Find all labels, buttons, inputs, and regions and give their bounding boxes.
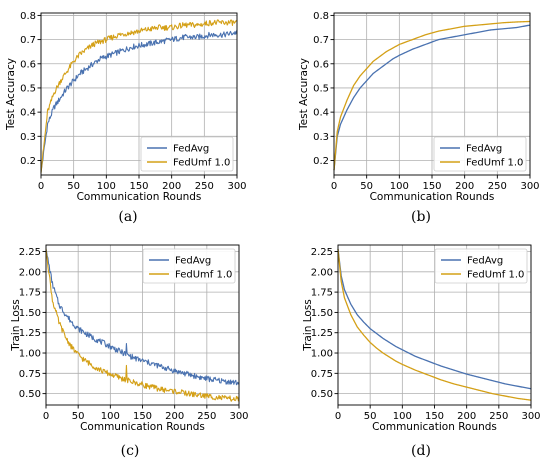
x-tick-label: 150 — [425, 411, 444, 422]
y-axis-label: Train Loss — [302, 299, 314, 352]
y-tick-label: 0.3 — [20, 132, 36, 143]
y-tick-label: 0.7 — [20, 35, 36, 46]
legend-label: FedUmf 1.0 — [467, 270, 524, 281]
x-tick-label: 50 — [72, 411, 85, 422]
y-tick-label: 0.6 — [20, 59, 36, 70]
plot-frame — [333, 12, 531, 176]
x-tick-label: 250 — [488, 181, 507, 192]
y-tick-label: 1.75 — [19, 288, 41, 299]
y-tick-label: 0.4 — [313, 108, 329, 119]
y-tick-label: 0.50 — [311, 389, 333, 400]
x-tick-label: 100 — [101, 411, 120, 422]
chart-panel-1: 0 50 100 150 200 250 300 0.2 0.3 0.4 0.5 0.6 0.7 0.8 C… — [298, 11, 540, 225]
plot-frame — [337, 244, 532, 406]
series-line-fedavg — [337, 248, 532, 390]
y-tick-label: 1.25 — [311, 328, 333, 339]
y-tick-label: 0.75 — [311, 369, 333, 380]
x-tick-label: 300 — [520, 181, 539, 192]
chart-panel-2: 0 50 100 150 200 250 300 0.50 0.75 1.00 1.25 1.50 1.… — [10, 244, 249, 459]
y-tick-label: 1.50 — [19, 308, 41, 319]
y-tick-label: 2.25 — [19, 247, 41, 258]
series-line-fedavg — [45, 249, 240, 386]
series-line-fedumf-1-0 — [45, 248, 240, 402]
series-line-fedumf-1-0 — [333, 20, 531, 171]
series-line-fedumf-1-0 — [40, 19, 238, 174]
y-tick-label: 0.5 — [313, 83, 329, 94]
x-tick-label: 100 — [390, 181, 409, 192]
x-tick-label: 50 — [67, 181, 80, 192]
y-tick-label: 0.6 — [313, 59, 329, 70]
y-tick-label: 0.3 — [313, 132, 329, 143]
series-line-fedavg — [333, 24, 531, 171]
plot-frame — [40, 12, 238, 176]
x-tick-label: 100 — [393, 411, 412, 422]
y-axis-label: Test Accuracy — [298, 58, 310, 131]
y-tick-label: 2.00 — [19, 267, 41, 278]
y-axis-label: Test Accuracy — [5, 58, 17, 131]
y-tick-label: 2.00 — [311, 267, 333, 278]
x-tick-label: 300 — [521, 411, 540, 422]
series-line-fedumf-1-0 — [337, 248, 532, 401]
x-axis-label: Communication Rounds — [80, 421, 205, 433]
x-tick-label: 250 — [197, 411, 216, 422]
x-tick-label: 200 — [455, 181, 474, 192]
y-tick-label: 0.8 — [20, 11, 36, 22]
y-tick-label: 0.7 — [313, 35, 329, 46]
x-tick-label: 0 — [43, 411, 49, 422]
y-tick-label: 0.2 — [20, 156, 36, 167]
x-axis-label: Communication Rounds — [370, 191, 495, 203]
y-tick-label: 0.75 — [19, 369, 41, 380]
x-tick-label: 200 — [457, 411, 476, 422]
x-tick-label: 200 — [162, 181, 181, 192]
x-tick-label: 150 — [129, 181, 148, 192]
x-tick-label: 0 — [38, 181, 44, 192]
x-tick-label: 150 — [133, 411, 152, 422]
x-tick-label: 0 — [331, 181, 337, 192]
x-axis-label: Communication Rounds — [372, 421, 497, 433]
x-tick-label: 200 — [165, 411, 184, 422]
y-tick-label: 1.50 — [311, 308, 333, 319]
y-tick-label: 1.75 — [311, 288, 333, 299]
x-tick-label: 300 — [229, 411, 248, 422]
y-tick-label: 1.00 — [311, 349, 333, 360]
x-tick-label: 250 — [489, 411, 508, 422]
x-axis-label: Communication Rounds — [77, 191, 202, 203]
y-tick-label: 0.5 — [20, 83, 36, 94]
chart-panel-3: 0 50 100 150 200 250 300 0.50 0.75 1.00 1.25 1.50 1.… — [302, 244, 541, 459]
panel-caption: (b) — [411, 209, 431, 225]
legend-label: FedAvg — [173, 144, 209, 155]
y-tick-label: 1.00 — [19, 349, 41, 360]
y-tick-label: 0.4 — [20, 108, 36, 119]
legend-label: FedAvg — [175, 256, 211, 267]
y-axis-label: Train Loss — [10, 299, 22, 352]
legend-label: FedUmf 1.0 — [173, 158, 230, 169]
legend-label: FedAvg — [467, 256, 503, 267]
x-tick-label: 50 — [360, 181, 373, 192]
legend-label: FedAvg — [466, 144, 502, 155]
series-line-fedavg — [40, 29, 238, 173]
legend-label: FedUmf 1.0 — [175, 270, 232, 281]
y-tick-label: 0.2 — [313, 156, 329, 167]
plot-frame — [45, 244, 240, 406]
y-tick-label: 1.25 — [19, 328, 41, 339]
panel-caption: (a) — [118, 209, 137, 225]
chart-panel-0: 0 50 100 150 200 250 300 0.2 0.3 0.4 0.5 0.6 0.7 0.8 C… — [5, 11, 247, 225]
x-tick-label: 100 — [97, 181, 116, 192]
legend-label: FedUmf 1.0 — [466, 158, 523, 169]
x-tick-label: 0 — [335, 411, 341, 422]
y-tick-label: 0.50 — [19, 389, 41, 400]
y-tick-label: 2.25 — [311, 247, 333, 258]
y-tick-label: 0.8 — [313, 11, 329, 22]
x-tick-label: 50 — [364, 411, 377, 422]
x-tick-label: 250 — [195, 181, 214, 192]
x-tick-label: 300 — [227, 181, 246, 192]
panel-caption: (c) — [121, 443, 140, 459]
panel-caption: (d) — [411, 443, 431, 459]
x-tick-label: 150 — [422, 181, 441, 192]
